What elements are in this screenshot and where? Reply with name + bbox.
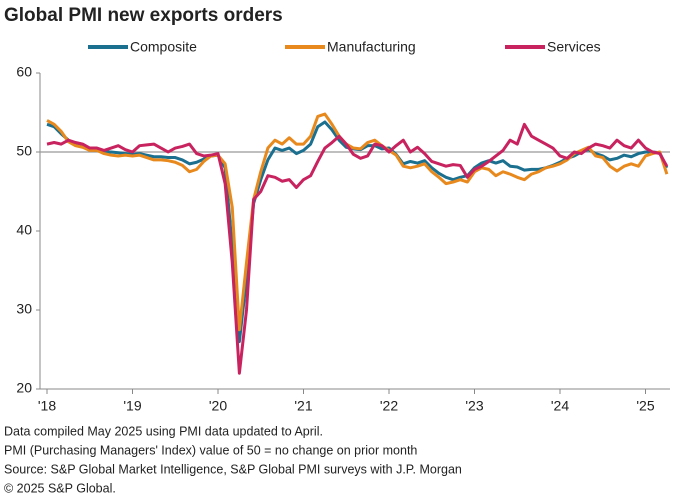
x-tick-label: '18 bbox=[38, 398, 56, 414]
y-tick-label: 30 bbox=[16, 301, 32, 317]
y-tick-label: 20 bbox=[16, 380, 32, 396]
y-tick-label: 40 bbox=[16, 222, 32, 238]
x-tick-label: '21 bbox=[294, 398, 312, 414]
footnote: Source: S&P Global Market Intelligence, … bbox=[4, 462, 462, 476]
x-tick-label: '23 bbox=[465, 398, 483, 414]
chart-title: Global PMI new exports orders bbox=[4, 5, 283, 26]
y-tick-label: 60 bbox=[16, 64, 32, 80]
x-tick-label: '20 bbox=[209, 398, 227, 414]
footnote: PMI (Purchasing Managers' Index) value o… bbox=[4, 443, 417, 457]
x-tick-label: '19 bbox=[123, 398, 141, 414]
y-tick-label: 50 bbox=[16, 143, 32, 159]
legend-label: Manufacturing bbox=[327, 39, 416, 55]
footnote: Data compiled May 2025 using PMI data up… bbox=[4, 424, 323, 438]
series-line bbox=[46, 112, 669, 332]
x-tick-label: '22 bbox=[380, 398, 398, 414]
x-tick-label: '24 bbox=[551, 398, 569, 414]
x-tick-label: '25 bbox=[636, 398, 654, 414]
legend-label: Composite bbox=[130, 39, 197, 55]
footnote: © 2025 S&P Global. bbox=[4, 481, 116, 495]
series-line bbox=[46, 122, 669, 375]
legend-label: Services bbox=[547, 39, 601, 55]
